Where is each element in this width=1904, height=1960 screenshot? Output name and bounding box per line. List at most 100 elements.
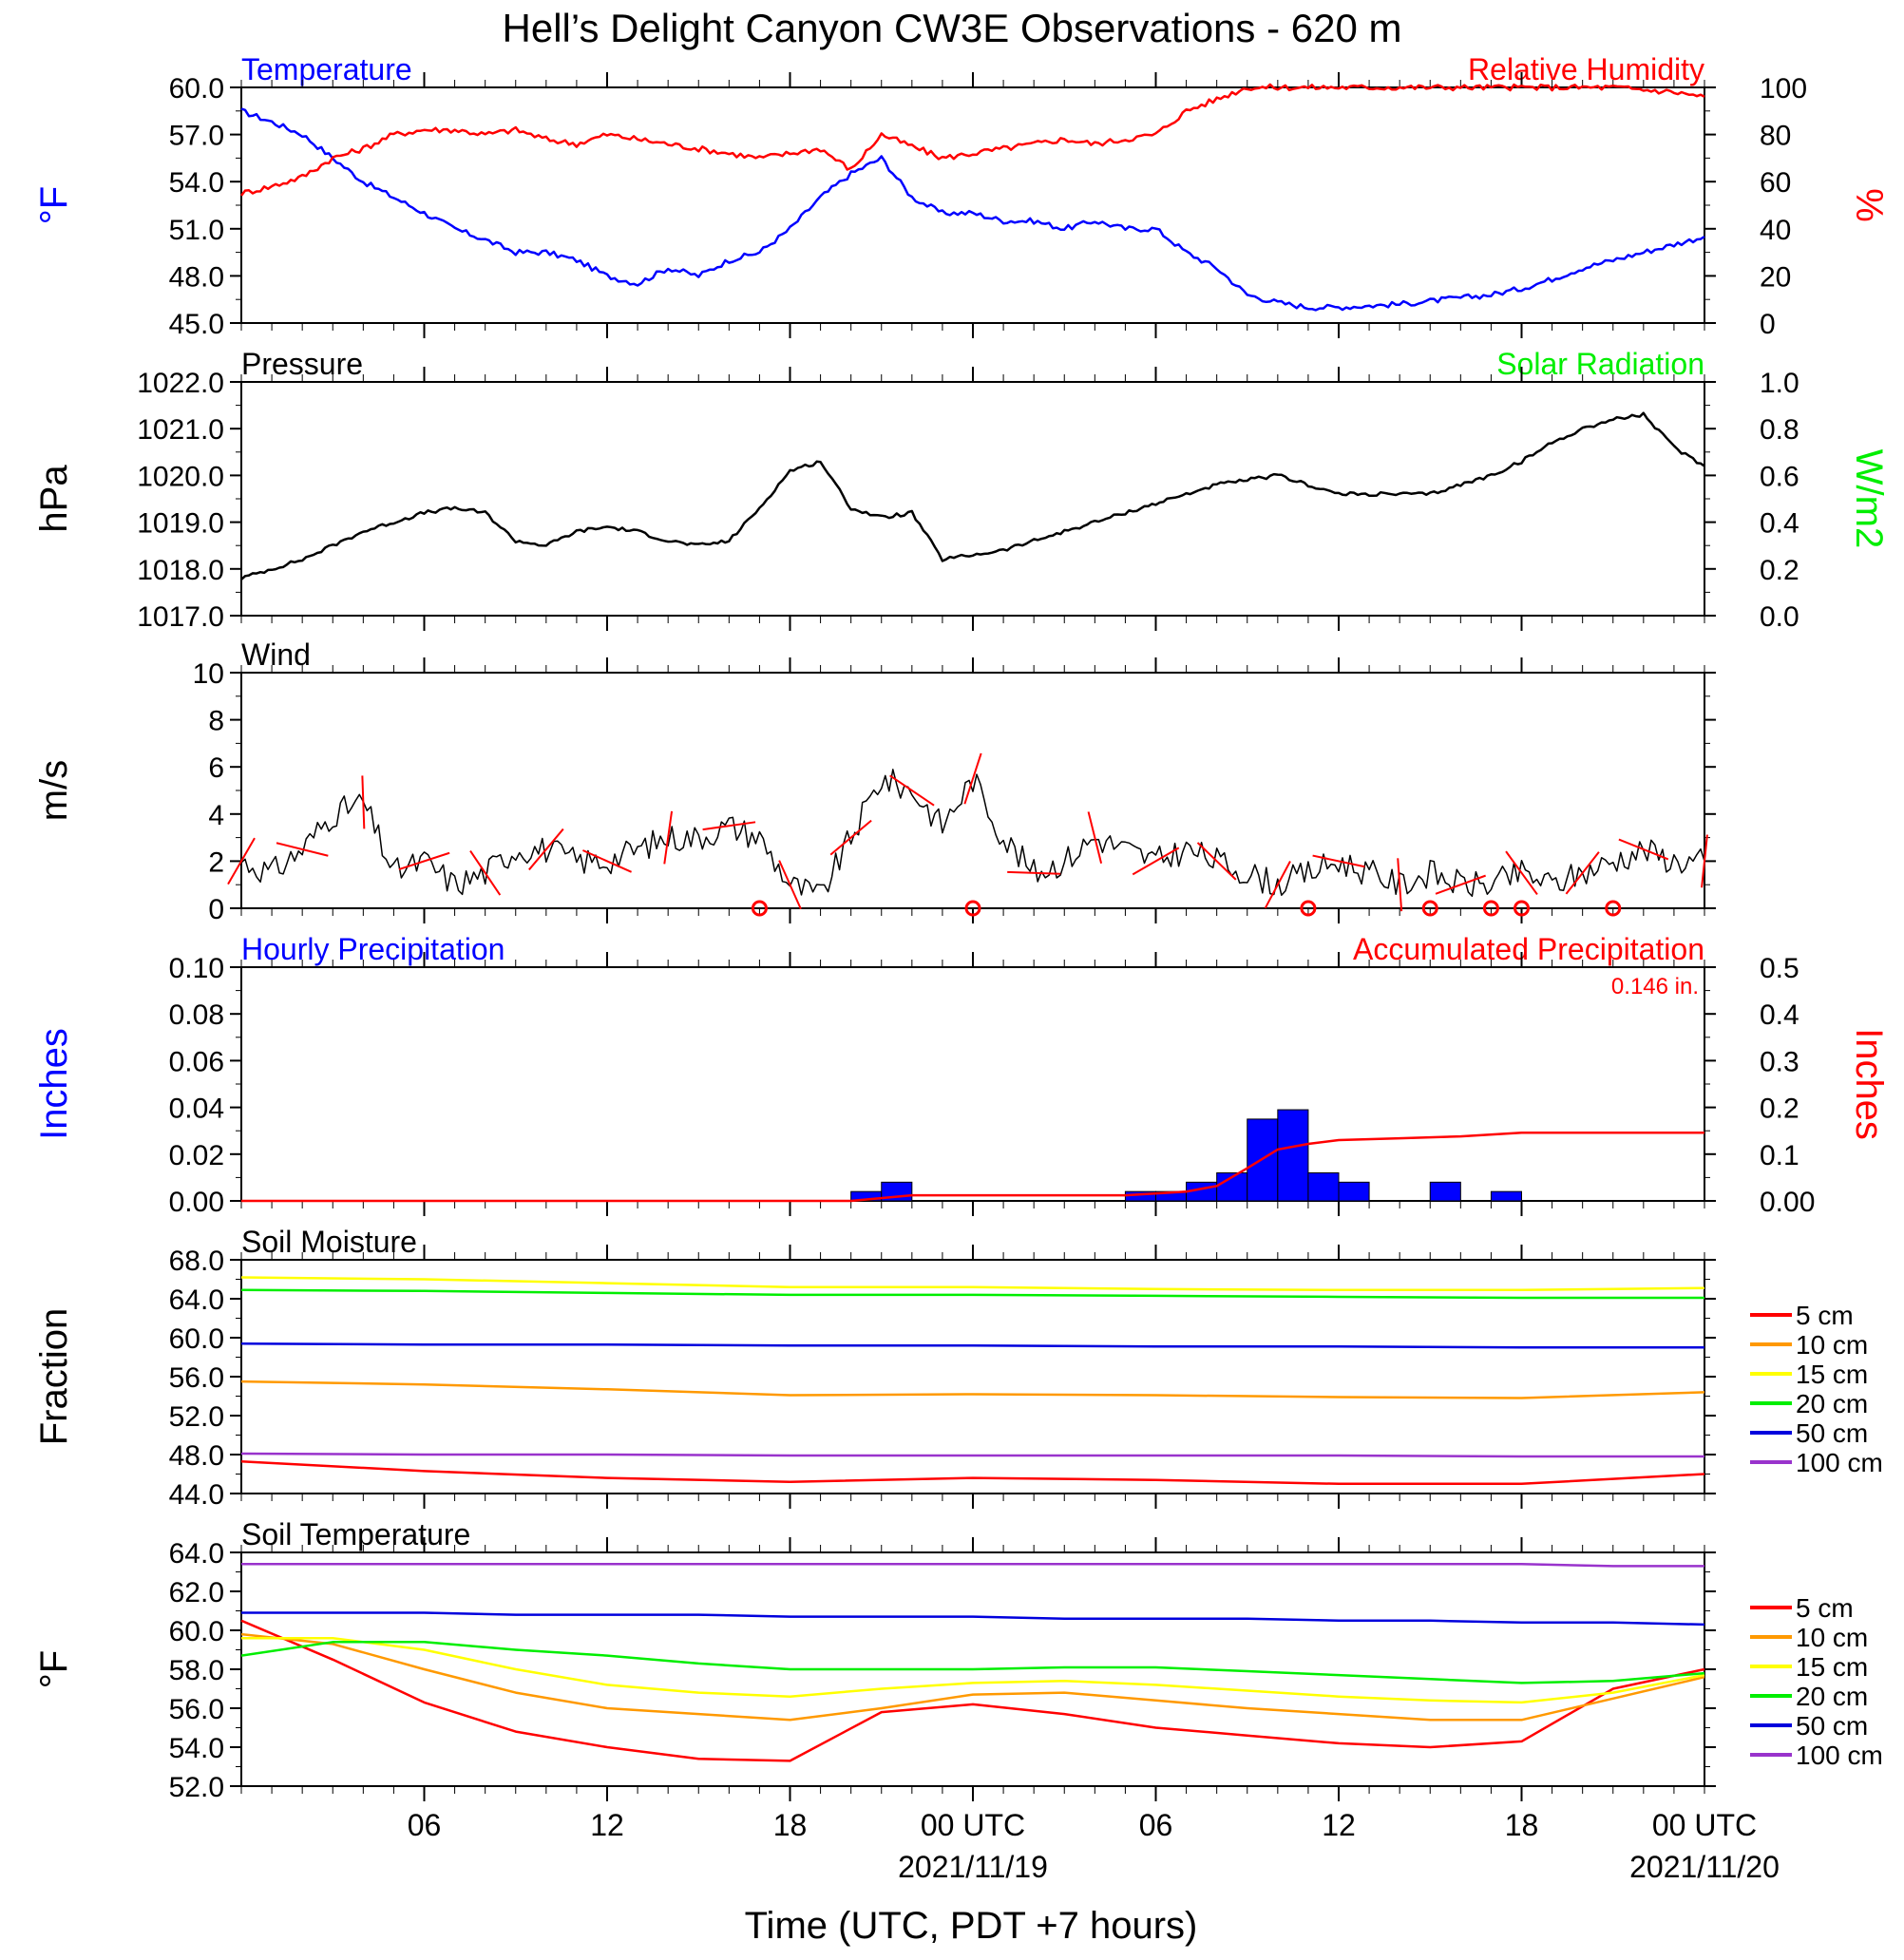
- y-tick-label-left: 58.0: [169, 1655, 224, 1686]
- panel-frame: [240, 381, 1705, 617]
- y-tick-label-right: 100: [1760, 73, 1807, 105]
- y-tick-label-right: 0: [1760, 309, 1776, 340]
- wind-barb: [469, 850, 502, 896]
- y-tick-label-left: 56.0: [169, 1694, 224, 1725]
- y-tick-label-left: 1018.0: [137, 555, 224, 586]
- wind-barb: [963, 752, 982, 805]
- series-line-50-cm: [240, 1342, 1704, 1349]
- panel-soil-moisture: Soil Moisture 68.0 64.0 60.0 56.0 52.0 48.0 44.…: [33, 1225, 1883, 1511]
- x-tick-label: 06: [1139, 1808, 1173, 1842]
- panel-wind: Wind 10 8 6 4 2 0 m/s: [33, 637, 1716, 925]
- x-tick-label: 12: [590, 1808, 624, 1842]
- y-tick-label-left: 8: [208, 706, 224, 737]
- y-tick-label-left: 54.0: [169, 1733, 224, 1764]
- wind-barb: [829, 819, 872, 856]
- chart-title: Hell’s Delight Canyon CW3E Observations …: [503, 6, 1402, 50]
- wind-barb: [889, 774, 935, 807]
- wind-barb: [276, 842, 329, 857]
- accumulated-precip-line: [241, 1131, 1704, 1203]
- legend-label: 20 cm: [1796, 1682, 1868, 1711]
- wind-barb: [702, 821, 756, 831]
- y-axis-label-left: m/s: [33, 760, 75, 821]
- panel-title-left: Soil Temperature: [241, 1517, 470, 1551]
- y-tick-label-right: 0.3: [1760, 1046, 1799, 1077]
- y-tick-label-left: 10: [193, 658, 224, 690]
- precip-bar: [1307, 1171, 1340, 1202]
- series-line-temperature: [240, 107, 1705, 312]
- precip-bar: [1490, 1190, 1522, 1202]
- y-tick-label-right: 0.2: [1760, 555, 1799, 586]
- y-tick-label-left: 1021.0: [137, 414, 224, 446]
- wind-barb: [398, 851, 450, 871]
- y-tick-label-left: 0: [208, 894, 224, 925]
- series-line-wind-speed: [240, 769, 1705, 898]
- legend-label: 5 cm: [1796, 1593, 1854, 1623]
- y-tick-label-left: 60.0: [169, 1616, 224, 1647]
- panel-temperature-humidity: Temperature Relative Humidity 60.0 57.0 54.0…: [33, 52, 1890, 340]
- y-tick-label-left: 56.0: [169, 1362, 224, 1394]
- legend-label: 50 cm: [1796, 1711, 1868, 1741]
- series-line-100-cm: [241, 1563, 1704, 1568]
- y-axis-label-left: hPa: [33, 465, 75, 533]
- y-tick-label-left: 1017.0: [137, 601, 224, 633]
- y-tick-label-left: 1019.0: [137, 508, 224, 540]
- x-tick-label: 00 UTC: [921, 1808, 1025, 1842]
- series-line-20-cm: [240, 1641, 1705, 1684]
- series-line-15-cm: [241, 1636, 1705, 1704]
- y-tick-label-left: 0.06: [169, 1046, 224, 1077]
- calm-wind-marker: [751, 900, 768, 917]
- y-tick-label-right: 0.1: [1760, 1140, 1799, 1171]
- wind-barb: [1701, 834, 1708, 888]
- legend-label: 20 cm: [1796, 1389, 1868, 1418]
- y-tick-label-left: 1022.0: [137, 368, 224, 399]
- y-tick-label-left: 60.0: [169, 1323, 224, 1355]
- y-tick-label-left: 52.0: [169, 1772, 224, 1803]
- y-tick-label-left: 48.0: [169, 261, 224, 293]
- y-tick-label-left: 0.10: [169, 953, 224, 984]
- wind-barb: [1565, 851, 1600, 895]
- y-tick-label-right: 0.4: [1760, 999, 1799, 1031]
- y-tick-label-left: 48.0: [169, 1440, 224, 1472]
- wind-barb: [1132, 847, 1180, 876]
- calm-wind-marker: [1514, 900, 1530, 917]
- legend-label: 100 cm: [1796, 1448, 1883, 1477]
- panel-frame: [240, 966, 1705, 1202]
- y-tick-label-right: 1.0: [1760, 368, 1799, 399]
- wind-barb: [1264, 861, 1291, 909]
- x-tick-label: 00 UTC: [1652, 1808, 1757, 1842]
- legend-label: 15 cm: [1796, 1652, 1868, 1682]
- panel-title-left: Soil Moisture: [241, 1225, 417, 1259]
- wind-barb: [1435, 874, 1486, 895]
- y-tick-label-right: 60: [1760, 167, 1791, 199]
- panel-pressure-solar: Pressure Solar Radiation1022.01021.01020.…: [33, 347, 1890, 633]
- wind-barb: [1618, 838, 1669, 861]
- y-tick-label-right: 0.8: [1760, 414, 1799, 446]
- y-tick-label-left: 44.0: [169, 1479, 224, 1511]
- y-tick-label-left: 51.0: [169, 215, 224, 246]
- wind-barb: [1505, 850, 1538, 896]
- legend-label: 15 cm: [1796, 1360, 1868, 1389]
- y-tick-label-left: 0.04: [169, 1094, 224, 1125]
- panel-title-right: Relative Humidity: [1468, 52, 1704, 86]
- calm-wind-marker: [964, 900, 981, 917]
- series-line-15-cm: [240, 1276, 1705, 1292]
- y-tick-label-left: 2: [208, 847, 224, 878]
- x-date-label: 2021/11/19: [898, 1850, 1048, 1884]
- y-tick-label-left: 52.0: [169, 1401, 224, 1433]
- y-tick-label-right: 80: [1760, 121, 1791, 152]
- calm-wind-marker: [1300, 900, 1317, 917]
- y-axis-label-left: Inches: [33, 1028, 75, 1140]
- calm-wind-marker: [1605, 900, 1622, 917]
- panel-frame: [240, 86, 1705, 324]
- series-line-5-cm: [240, 1459, 1705, 1486]
- y-tick-label-right: 0.4: [1760, 508, 1799, 540]
- y-tick-label-right: 0.2: [1760, 1094, 1799, 1125]
- y-tick-label-left: 0.08: [169, 999, 224, 1031]
- legend-label: 10 cm: [1796, 1623, 1868, 1652]
- y-tick-label-left: 64.0: [169, 1538, 224, 1570]
- panel-precipitation: Hourly Precipitation Accumulated Precipit…: [33, 932, 1890, 1218]
- x-tick-label: 18: [773, 1808, 808, 1842]
- series-line-50-cm: [241, 1611, 1705, 1627]
